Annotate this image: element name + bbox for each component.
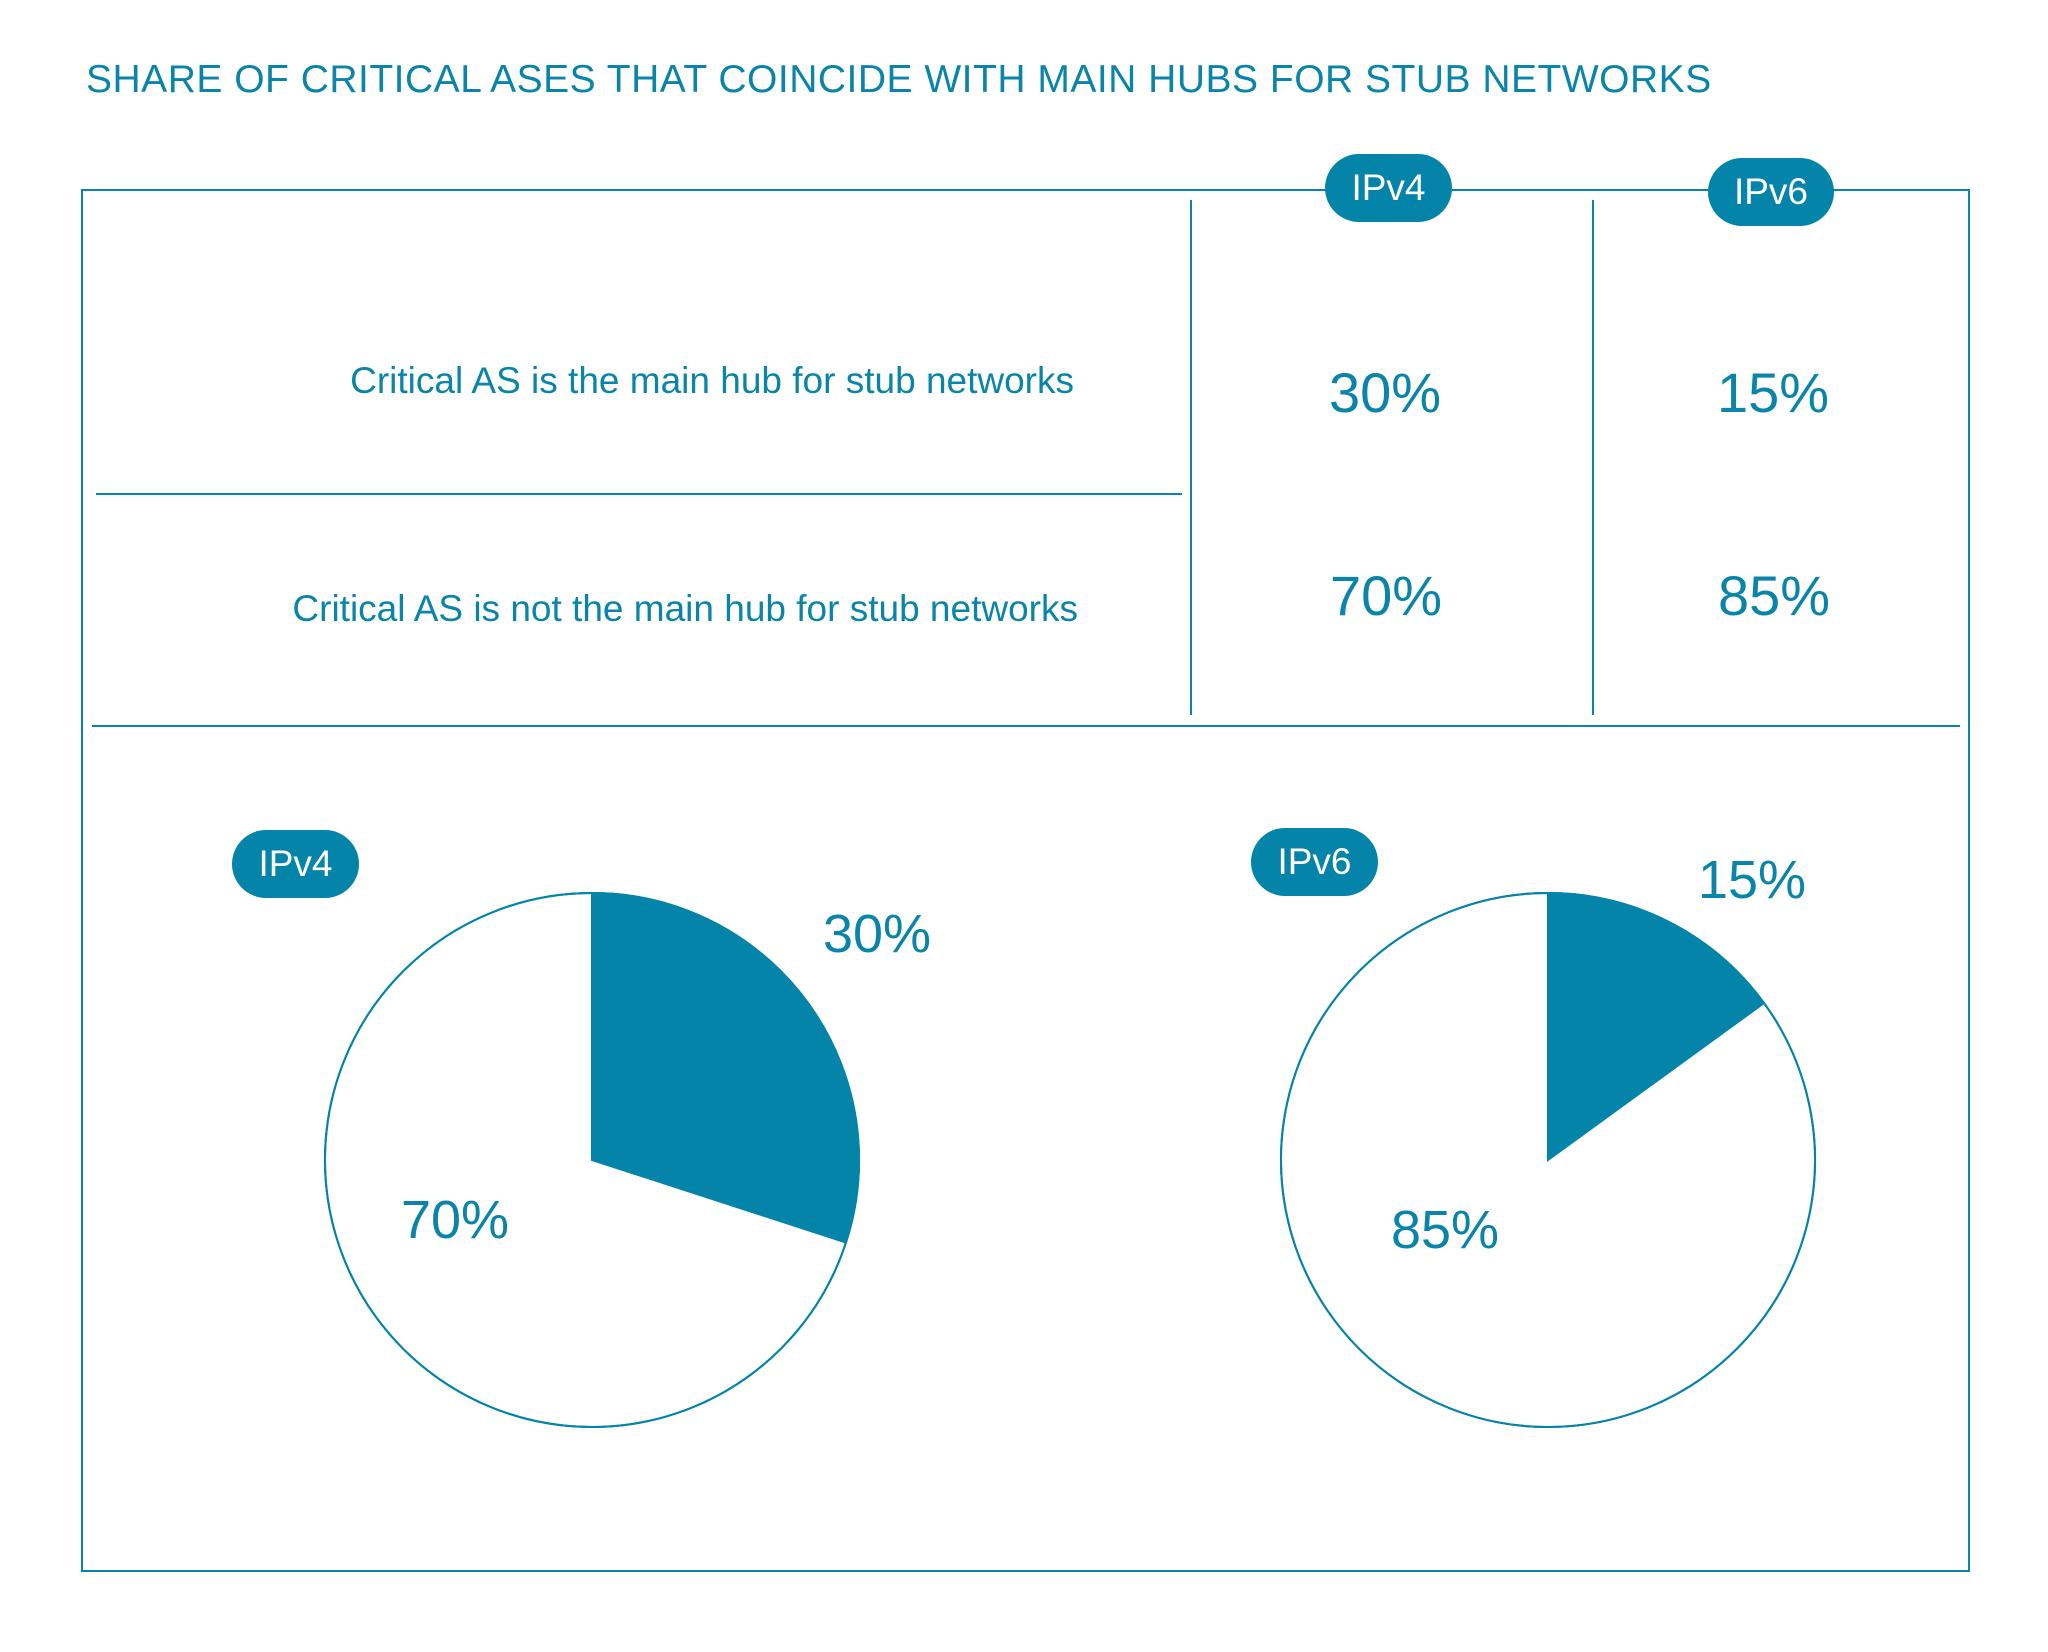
row-label-main-hub: Critical AS is the main hub for stub net… — [350, 360, 1074, 401]
pie-ring-ipv4 — [324, 892, 860, 1428]
pie-label-ipv4-1: 70% — [401, 1190, 509, 1250]
table-column-divider-2 — [1592, 200, 1594, 715]
column-header-ipv4: IPv4 — [1325, 154, 1452, 222]
pie-title-ipv6: IPv6 — [1251, 828, 1378, 896]
table-cell-ipv4-main-hub: 30% — [1328, 361, 1442, 424]
pie-ring-ipv6 — [1280, 892, 1816, 1428]
chart-title: SHARE OF CRITICAL ASES THAT COINCIDE WIT… — [86, 58, 1712, 101]
row-label-not-main-hub: Critical AS is not the main hub for stub… — [292, 588, 1078, 629]
table-cell-ipv4-not-main-hub: 70% — [1329, 564, 1443, 627]
pie-title-ipv4: IPv4 — [232, 830, 359, 898]
table-column-divider-1 — [1190, 200, 1192, 715]
pie-label-ipv6-0: 15% — [1698, 850, 1806, 910]
column-header-ipv6: IPv6 — [1708, 158, 1834, 226]
pie-label-ipv4-0: 30% — [823, 904, 931, 964]
table-row-divider — [96, 493, 1182, 495]
pie-label-ipv6-1: 85% — [1391, 1200, 1499, 1260]
table-bottom-divider — [92, 725, 1960, 727]
table-cell-ipv6-not-main-hub: 85% — [1717, 564, 1831, 627]
chart-frame — [81, 189, 1970, 1572]
table-cell-ipv6-main-hub: 15% — [1716, 361, 1830, 424]
